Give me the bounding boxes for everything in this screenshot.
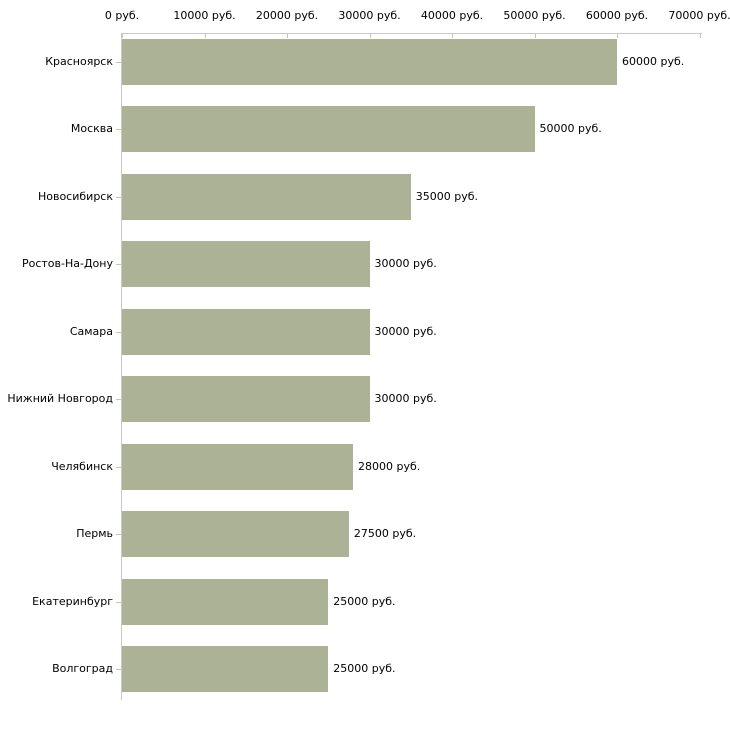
value-label: 30000 руб. [374,257,437,270]
bar [122,646,329,692]
value-label: 28000 руб. [358,459,421,473]
category-tick [116,669,121,670]
x-axis-tick-label: 60000 руб. [585,9,649,22]
bar [122,376,370,422]
x-axis-tick-label: 30000 руб. [338,9,401,22]
category-label: Волгоград [52,662,113,675]
x-axis-tick [699,34,701,38]
value-label: 25000 руб. [333,662,396,675]
value-label: 35000 руб. [415,189,479,203]
bar [122,106,535,152]
x-axis-tick [287,34,288,38]
category-label: Екатеринбург [32,594,113,608]
x-axis-tick [369,34,371,38]
value-label: 50000 руб. [539,122,602,135]
x-axis-tick [204,34,206,38]
category-tick [116,466,121,468]
category-tick [116,196,121,198]
value-label: 25000 руб. [333,594,396,608]
value-label: 30000 руб. [374,392,437,405]
x-axis-tick-label: 10000 руб. [173,9,236,22]
x-axis-tick [122,34,123,38]
bar [122,241,370,287]
x-axis-tick-label: 50000 руб. [503,9,566,22]
category-label: Москва [70,122,113,135]
x-axis-tick [617,34,618,38]
x-axis-tick [534,34,536,38]
category-tick [116,534,121,535]
x-axis-tick-label: 0 руб. [104,9,140,22]
bar [122,173,411,220]
category-tick [116,601,121,603]
category-label: Челябинск [51,459,113,473]
category-tick [116,129,121,130]
bar [122,38,617,85]
x-axis-tick-label: 40000 руб. [420,9,484,22]
value-label: 30000 руб. [374,324,437,338]
category-tick [116,264,121,265]
category-label: Ростов-На-Дону [21,257,113,270]
bar [122,443,353,490]
x-axis-tick-label: 20000 руб. [255,9,319,22]
category-label: Самара [69,324,113,338]
category-label: Пермь [76,527,113,540]
value-label: 27500 руб. [353,527,417,540]
category-label: Красноярск [45,54,113,68]
y-axis-line [121,33,122,700]
bar [122,511,349,557]
category-tick [116,399,121,400]
category-tick [116,331,121,333]
x-axis-tick [452,34,453,38]
category-tick [116,61,121,63]
x-axis-line [122,33,702,34]
x-axis-tick-label: 70000 руб. [668,9,730,22]
category-label: Новосибирск [37,189,113,203]
bar [122,308,370,355]
category-label: Нижний Новгород [7,392,113,405]
value-label: 60000 руб. [622,54,685,68]
bar [122,578,329,625]
